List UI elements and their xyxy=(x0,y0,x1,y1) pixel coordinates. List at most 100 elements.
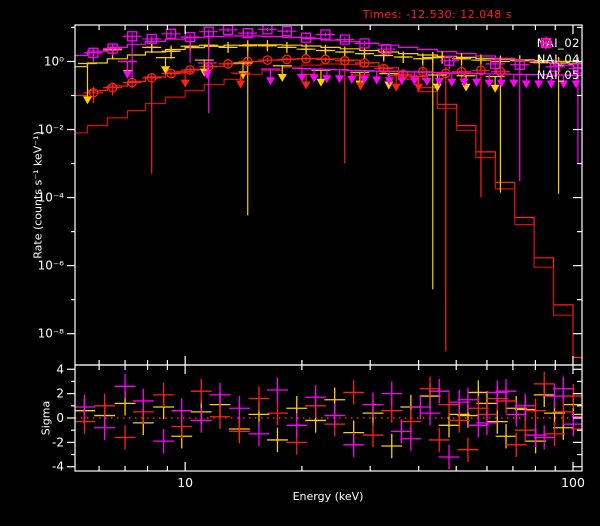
legend-label-nai05: NAI_05 xyxy=(536,68,580,82)
upper-limit-arrow-nai05 xyxy=(472,78,482,87)
y-tick-label: 10⁰ xyxy=(44,54,64,68)
data-point-nai05 xyxy=(339,34,350,45)
upper-limit-arrow-nai04 xyxy=(391,83,401,92)
data-point-nai05 xyxy=(444,55,455,66)
data-point-nai04 xyxy=(166,68,176,79)
upper-limit-arrow-nai02 xyxy=(161,66,171,75)
sigma-axis-label: Sigma xyxy=(39,400,53,436)
data-point-nai05 xyxy=(165,28,177,39)
data-point-nai04 xyxy=(262,55,273,65)
upper-limit-arrow-nai02 xyxy=(277,73,287,82)
sigma-tick-label: 4 xyxy=(56,362,64,376)
data-point-nai05 xyxy=(490,58,501,70)
data-point-nai04 xyxy=(359,58,370,68)
y-tick-label: 10⁻² xyxy=(38,123,65,137)
y-tick-label: 10⁻⁸ xyxy=(38,327,65,341)
upper-limit-arrow-nai05 xyxy=(559,80,569,89)
axes-frame: 10 100 10⁰ 10⁻² 10⁻⁴ 10⁻⁶ 10⁻⁸ 4 2 0 -2 -4 xyxy=(38,24,585,490)
upper-limit-arrow-nai05 xyxy=(584,81,593,89)
upper-limit-arrow-nai04 xyxy=(180,79,190,88)
data-point-nai04 xyxy=(146,73,157,83)
upper-limit-arrow-nai02 xyxy=(490,84,500,93)
upper-limit-arrow-nai05 xyxy=(322,75,332,84)
upper-limit-arrow-nai05 xyxy=(509,79,519,88)
upper-limit-arrow-nai02 xyxy=(384,81,394,90)
data-point-nai05 xyxy=(126,31,138,42)
data-point-nai05 xyxy=(242,27,253,39)
x-tick-label: 10 xyxy=(177,475,193,490)
upper-limit-arrow-nai04 xyxy=(414,83,424,92)
upper-limit-arrow-nai05 xyxy=(571,80,581,89)
data-point-nai05 xyxy=(184,31,196,43)
upper-limit-arrow-nai02 xyxy=(82,96,92,105)
data-point-nai05 xyxy=(572,63,582,74)
data-point-nai05 xyxy=(146,33,157,45)
upper-limit-arrow-nai05 xyxy=(122,70,132,79)
sigma-tick-label: 0 xyxy=(56,411,64,425)
data-point-nai04 xyxy=(242,56,253,67)
upper-limit-arrow-nai05 xyxy=(484,79,494,88)
sigma-tick-label: -4 xyxy=(52,460,64,474)
residuals-panel-data xyxy=(75,371,582,470)
legend-item-nai04: NAI_04 xyxy=(536,38,580,66)
upper-limit-arrow-nai04 xyxy=(301,81,311,90)
data-point-nai05 xyxy=(262,25,273,35)
sigma-tick-label: -2 xyxy=(52,435,64,449)
data-point-nai04 xyxy=(320,54,331,65)
y-tick-label: 10⁻⁶ xyxy=(38,259,65,273)
data-point-nai05 xyxy=(359,38,370,49)
upper-limit-arrow-nai05 xyxy=(347,75,357,84)
upper-limit-arrow-nai05 xyxy=(459,78,469,87)
upper-limit-arrow-nai02 xyxy=(432,83,442,92)
upper-limit-arrow-nai05 xyxy=(447,78,457,87)
data-point-nai04 xyxy=(185,65,195,75)
data-point-nai04 xyxy=(107,82,118,93)
upper-limit-arrow-nai05 xyxy=(434,78,444,87)
data-point-nai04 xyxy=(339,55,350,66)
data-point-nai05 xyxy=(381,44,392,55)
data-point-nai05 xyxy=(320,29,331,40)
upper-limit-arrow-nai05 xyxy=(496,79,506,88)
data-point-nai04 xyxy=(223,59,233,69)
legend-item-nai05: NAI_05 xyxy=(536,36,580,82)
time-range-title: Times: -12.530: 12.048 s xyxy=(362,8,512,21)
upper-limit-arrow-nai05 xyxy=(359,75,369,84)
upper-limit-arrow-nai05 xyxy=(534,80,544,89)
upper-limit-arrow-nai05 xyxy=(409,77,419,86)
upper-limit-arrow-nai05 xyxy=(297,73,307,82)
upper-limit-arrow-nai02 xyxy=(316,78,326,87)
upper-limit-arrow-nai05 xyxy=(309,74,319,83)
model-line-nai04-b xyxy=(75,63,574,365)
upper-limit-arrow-nai02 xyxy=(461,83,471,92)
upper-limit-arrow-nai05 xyxy=(422,78,432,87)
legend: NAI_02 NAI_04 NAI_05 xyxy=(537,36,580,82)
energy-axis-label: Energy (keV) xyxy=(292,490,364,503)
upper-limit-arrow-nai05 xyxy=(202,71,212,80)
y-tick-label: 10⁻⁴ xyxy=(38,191,65,205)
data-point-nai05 xyxy=(300,32,312,43)
upper-limit-arrow-nai05 xyxy=(546,80,556,89)
data-point-nai05 xyxy=(514,59,525,70)
upper-limit-arrow-nai02 xyxy=(238,71,248,80)
spectrum-panel-data xyxy=(75,25,593,365)
data-point-nai04 xyxy=(301,53,311,64)
data-point-nai05 xyxy=(107,43,118,54)
upper-limit-arrow-nai05 xyxy=(372,76,382,85)
data-point-nai04 xyxy=(495,66,506,77)
upper-limit-arrow-nai05 xyxy=(521,80,531,89)
data-point-nai05 xyxy=(203,26,214,37)
sigma-tick-label: 2 xyxy=(56,387,64,401)
upper-limit-arrow-nai05 xyxy=(266,77,276,86)
upper-limit-arrow-nai04 xyxy=(355,82,365,91)
upper-limit-arrow-nai04 xyxy=(236,80,246,89)
square-cross-marker-icon xyxy=(539,36,553,50)
model-line-nai02 xyxy=(75,44,582,68)
data-point-nai05 xyxy=(88,47,99,58)
model-line-nai04 xyxy=(75,57,582,359)
data-point-nai04 xyxy=(88,87,99,98)
rate-axis-label: Rate (counts s⁻¹ keV⁻¹) xyxy=(31,131,45,259)
legend-label-nai04: NAI_04 xyxy=(536,52,580,66)
upper-limit-arrow-nai05 xyxy=(384,77,394,86)
